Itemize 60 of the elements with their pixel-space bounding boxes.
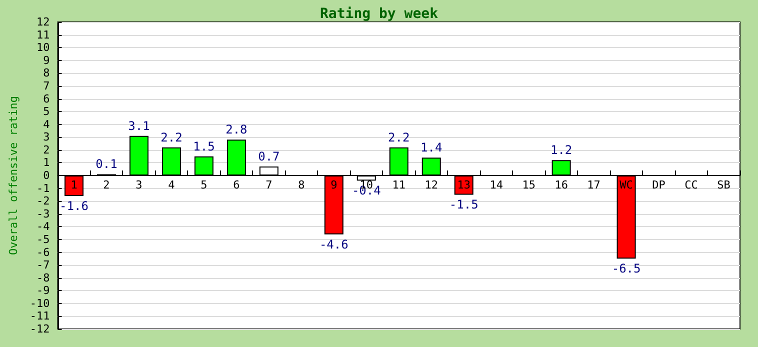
x-tick-label: 1 [70,178,78,192]
x-tick-label: 3 [136,178,142,192]
data-label: -1.5 [449,198,478,212]
data-label: -1.6 [60,198,88,213]
x-tick-label: 7 [266,178,272,192]
x-tick-label: 13 [457,178,470,192]
data-label: 0.7 [258,150,280,164]
x-tick-label: 17 [587,178,600,192]
x-tick-label: 12 [424,178,438,192]
data-label: 1.4 [420,140,442,155]
data-label: 3.1 [128,118,150,133]
y-axis-title: Overall offensive rating [7,96,20,255]
y-tick-label: 11 [36,28,50,42]
data-label: 1.2 [550,143,572,158]
data-label: 0.1 [96,157,118,172]
x-tick-label: 11 [392,178,406,192]
y-tick-label: -5 [36,232,50,246]
x-tick-label: CC [684,178,698,192]
x-tick-label: 15 [522,178,536,192]
y-tick-label: -11 [30,310,50,323]
y-tick-label: -8 [36,271,50,284]
y-tick-label: 8 [43,66,50,80]
data-label: -4.6 [319,237,348,252]
y-tick-label: -12 [30,322,50,336]
y-tick-label: 0 [43,169,50,182]
y-tick-label: -10 [30,296,50,310]
y-tick-label: 12 [36,16,50,28]
data-label: 2.8 [226,122,248,137]
y-tick-label: 3 [43,130,50,144]
y-tick-label: -7 [36,258,50,272]
y-tick-label: 2 [43,143,50,156]
y-tick-label: -6 [36,246,50,259]
y-tick-label: 5 [43,105,50,118]
x-tick-label: 6 [233,178,240,192]
x-tick-label: 4 [168,178,176,192]
y-tick-label: -4 [36,220,50,234]
x-tick-label: 16 [554,178,568,192]
y-tick-label: 9 [43,54,50,67]
x-tick-label: 2 [103,178,110,192]
data-label: 2.2 [160,130,182,144]
y-tick-label: 6 [43,92,50,106]
y-tick-label: 4 [43,118,50,131]
y-tick-label: 7 [43,79,50,92]
y-tick-label: 10 [36,41,50,54]
x-tick-label: 8 [298,178,305,192]
y-tick-label: -1 [36,182,50,195]
y-tick-label: -2 [36,194,50,208]
x-tick-label: DP [652,178,666,192]
data-label: -6.5 [612,262,641,276]
y-tick-label: 1 [43,156,50,170]
x-tick-label: 9 [330,178,338,192]
data-label: 1.5 [193,139,215,154]
x-tick-label: WC [620,178,633,192]
x-tick-label: 5 [200,178,208,192]
x-tick-label: SB [717,178,731,192]
y-tick-label: -3 [36,207,50,220]
chart-title: Rating by week [320,6,439,22]
data-label: 2.2 [388,130,410,144]
x-tick-label: 14 [490,178,504,192]
y-tick-label: -9 [36,284,50,298]
